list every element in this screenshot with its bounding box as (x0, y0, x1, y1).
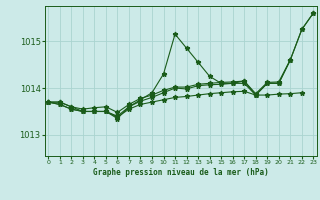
X-axis label: Graphe pression niveau de la mer (hPa): Graphe pression niveau de la mer (hPa) (93, 168, 269, 177)
